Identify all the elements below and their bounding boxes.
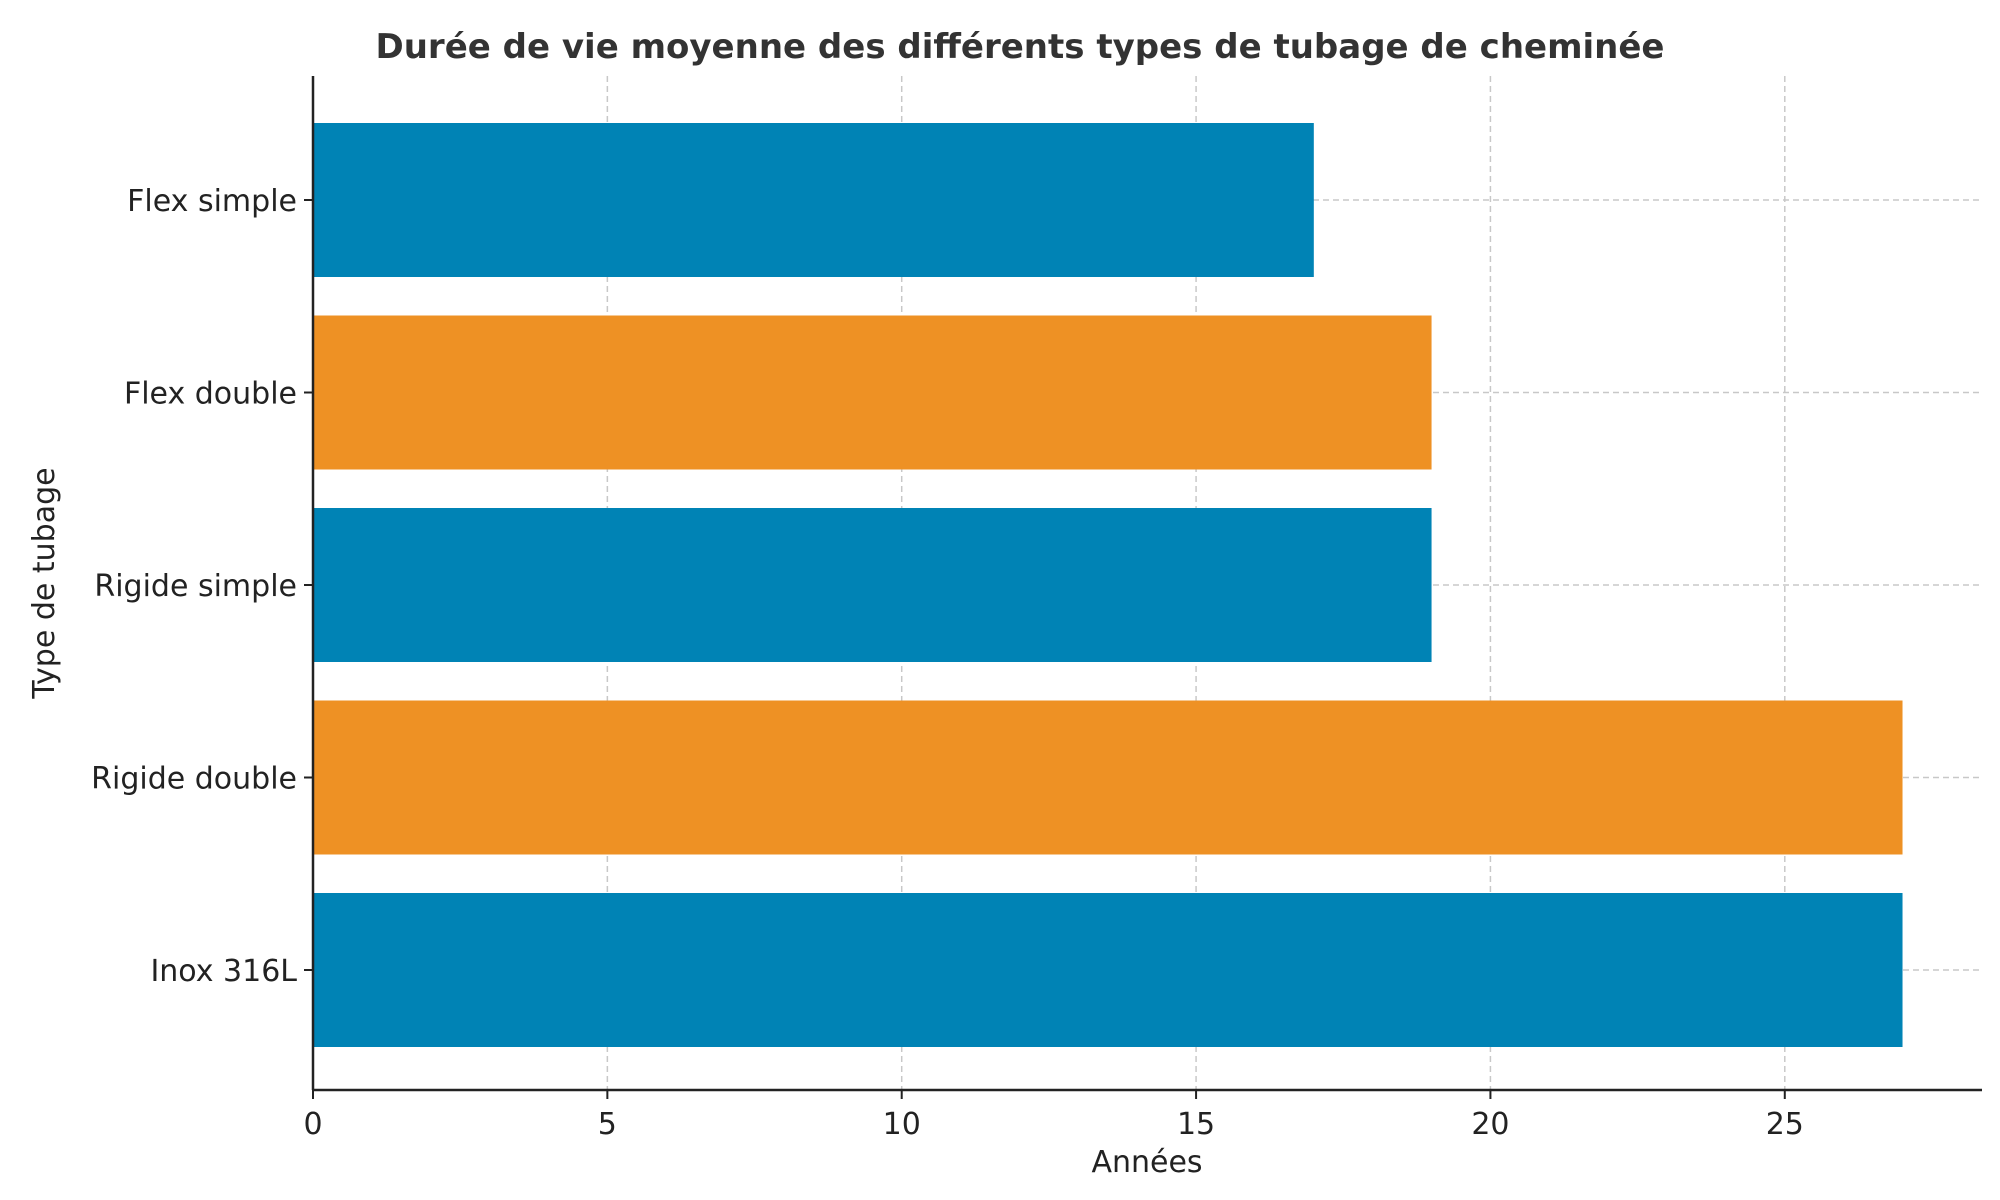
x-ticks: 0 5 10 15 20 25 bbox=[303, 1090, 1804, 1142]
bar-rigide-simple bbox=[313, 508, 1432, 662]
y-tick-label: Inox 316L bbox=[150, 954, 297, 989]
y-tick-label: Flex simple bbox=[127, 184, 297, 219]
x-tick-label: 15 bbox=[1177, 1107, 1215, 1142]
x-tick-label: 25 bbox=[1766, 1107, 1804, 1142]
y-tick-label: Flex double bbox=[124, 377, 297, 412]
bar-rigide-double bbox=[313, 700, 1903, 855]
x-tick-label: 20 bbox=[1471, 1107, 1509, 1142]
bar-inox-316l bbox=[313, 893, 1903, 1047]
x-tick-label: 0 bbox=[303, 1107, 322, 1142]
x-tick-label: 5 bbox=[598, 1107, 617, 1142]
bar-flex-simple bbox=[313, 123, 1314, 277]
y-tick-label: Rigide simple bbox=[94, 569, 297, 604]
y-axis-label: Type de tubage bbox=[27, 467, 62, 699]
x-tick-label: 10 bbox=[883, 1107, 921, 1142]
bar-flex-double bbox=[313, 315, 1432, 470]
axes bbox=[311, 76, 1982, 1092]
y-ticks: Flex simple Flex double Rigide simple Rigid… bbox=[91, 184, 313, 989]
bars bbox=[313, 123, 1903, 1047]
x-axis-label: Années bbox=[1091, 1145, 1202, 1180]
y-tick-label: Rigide double bbox=[91, 762, 297, 797]
chart-title: Durée de vie moyenne des différents type… bbox=[376, 27, 1665, 67]
